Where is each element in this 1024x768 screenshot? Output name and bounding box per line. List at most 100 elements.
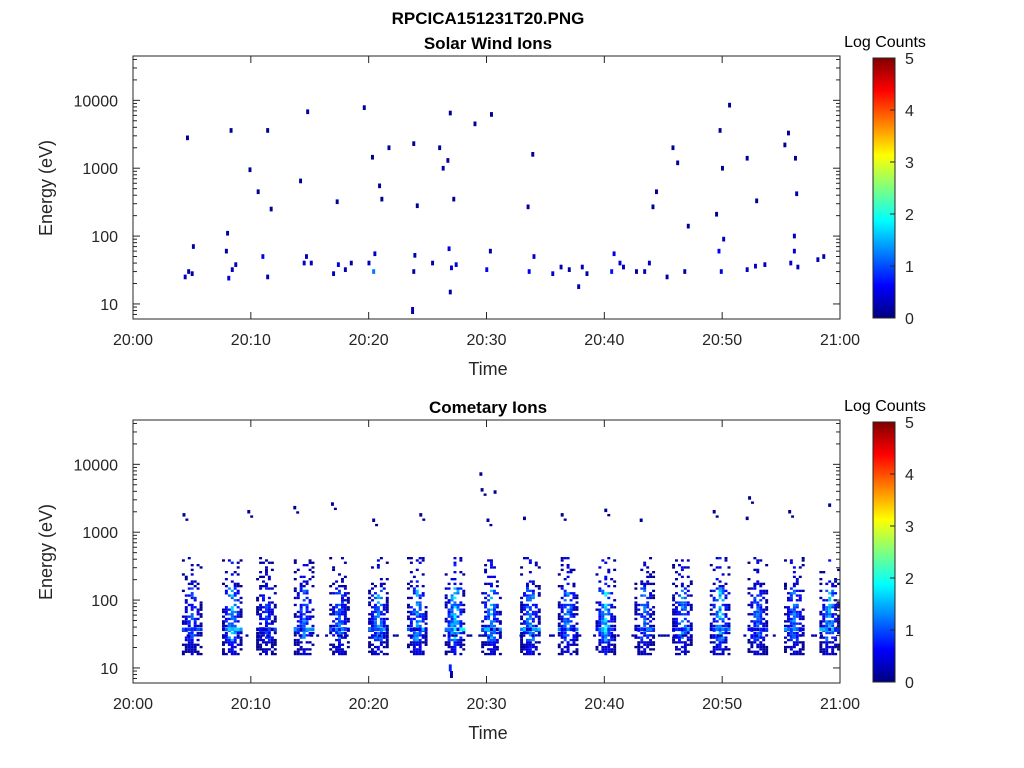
data-cell xyxy=(262,627,265,632)
data-cell xyxy=(787,596,790,600)
data-cell xyxy=(519,634,523,637)
data-cell xyxy=(462,648,466,651)
data-cell xyxy=(379,557,383,560)
data-cell xyxy=(259,603,263,607)
data-cell xyxy=(239,596,243,600)
data-cell xyxy=(193,617,197,621)
data-cell xyxy=(765,589,769,593)
data-cell xyxy=(834,652,838,656)
data-cell xyxy=(537,585,541,588)
data-cell xyxy=(343,617,347,621)
data-cell xyxy=(487,638,491,642)
data-cell xyxy=(490,643,493,646)
data-cell xyxy=(784,585,787,588)
data-cell xyxy=(784,624,787,628)
data-cell xyxy=(828,627,832,632)
data-cell xyxy=(371,613,374,616)
data-cell xyxy=(493,606,496,609)
data-cell xyxy=(224,585,228,588)
data-cell xyxy=(721,650,725,653)
data-cell xyxy=(382,622,386,625)
data-cell xyxy=(371,620,374,623)
data-cell xyxy=(753,585,757,588)
data-cell xyxy=(296,620,300,623)
data-cell xyxy=(308,610,312,614)
data-cell xyxy=(828,631,832,635)
data-cell xyxy=(298,634,302,637)
data-cell xyxy=(448,110,452,116)
data-cell xyxy=(273,638,277,642)
data-cell xyxy=(450,606,454,609)
data-cell xyxy=(444,606,448,609)
data-cell xyxy=(343,620,347,623)
data-cell xyxy=(672,620,676,623)
data-cell xyxy=(575,622,579,625)
data-cell xyxy=(230,631,234,635)
data-cell xyxy=(563,634,567,637)
data-cell xyxy=(727,608,731,611)
data-cell xyxy=(262,594,265,597)
data-cell xyxy=(762,627,766,632)
data-cell xyxy=(792,608,796,611)
data-cell xyxy=(718,617,722,621)
data-cell xyxy=(643,648,647,651)
data-cell xyxy=(753,582,757,586)
data-cell xyxy=(375,523,379,527)
data-cell xyxy=(607,596,611,600)
data-cell xyxy=(569,606,573,609)
data-cell xyxy=(795,582,799,586)
data-cell xyxy=(305,610,309,614)
data-cell xyxy=(728,102,732,108)
data-cell xyxy=(338,622,341,625)
data-cell xyxy=(222,624,225,628)
data-cell xyxy=(224,578,228,581)
data-cell xyxy=(750,645,754,649)
data-cell xyxy=(607,641,611,644)
data-cell xyxy=(265,624,268,628)
data-cell xyxy=(575,652,579,656)
data-cell xyxy=(379,641,383,644)
data-cell xyxy=(747,592,751,595)
data-cell xyxy=(652,613,656,616)
data-cell xyxy=(270,587,274,590)
data-cell xyxy=(412,269,416,274)
data-cell xyxy=(560,559,564,562)
data-cell xyxy=(341,620,344,623)
data-cell xyxy=(415,592,419,595)
data-cell xyxy=(190,271,194,276)
data-cell xyxy=(190,648,194,651)
data-cell xyxy=(598,580,602,583)
data-cell xyxy=(459,601,463,604)
data-cell xyxy=(572,641,576,644)
data-cell xyxy=(407,603,410,607)
data-cell xyxy=(686,627,690,632)
data-cell xyxy=(787,130,790,136)
data-cell xyxy=(495,617,499,621)
data-cell xyxy=(418,615,422,618)
data-cell xyxy=(453,617,457,621)
data-cell xyxy=(528,596,532,600)
data-cell xyxy=(374,634,377,637)
data-cell xyxy=(343,606,347,609)
data-cell xyxy=(585,271,589,276)
data-cell xyxy=(270,561,274,564)
data-cell xyxy=(792,650,796,653)
data-cell xyxy=(305,622,309,625)
data-cell xyxy=(610,615,614,618)
data-cell xyxy=(424,606,428,609)
data-cell xyxy=(193,624,197,628)
data-cell xyxy=(226,230,230,236)
data-cell xyxy=(759,643,763,646)
data-cell xyxy=(299,575,303,579)
data-cell xyxy=(819,631,823,635)
data-cell xyxy=(762,638,766,642)
data-cell xyxy=(531,631,535,635)
data-cell xyxy=(227,622,231,625)
data-cell xyxy=(415,585,419,588)
data-cell xyxy=(709,641,713,644)
data-cell xyxy=(335,622,339,625)
data-cell xyxy=(444,652,448,656)
data-cell xyxy=(795,650,799,653)
data-cell xyxy=(566,566,570,569)
data-cell xyxy=(456,592,460,595)
